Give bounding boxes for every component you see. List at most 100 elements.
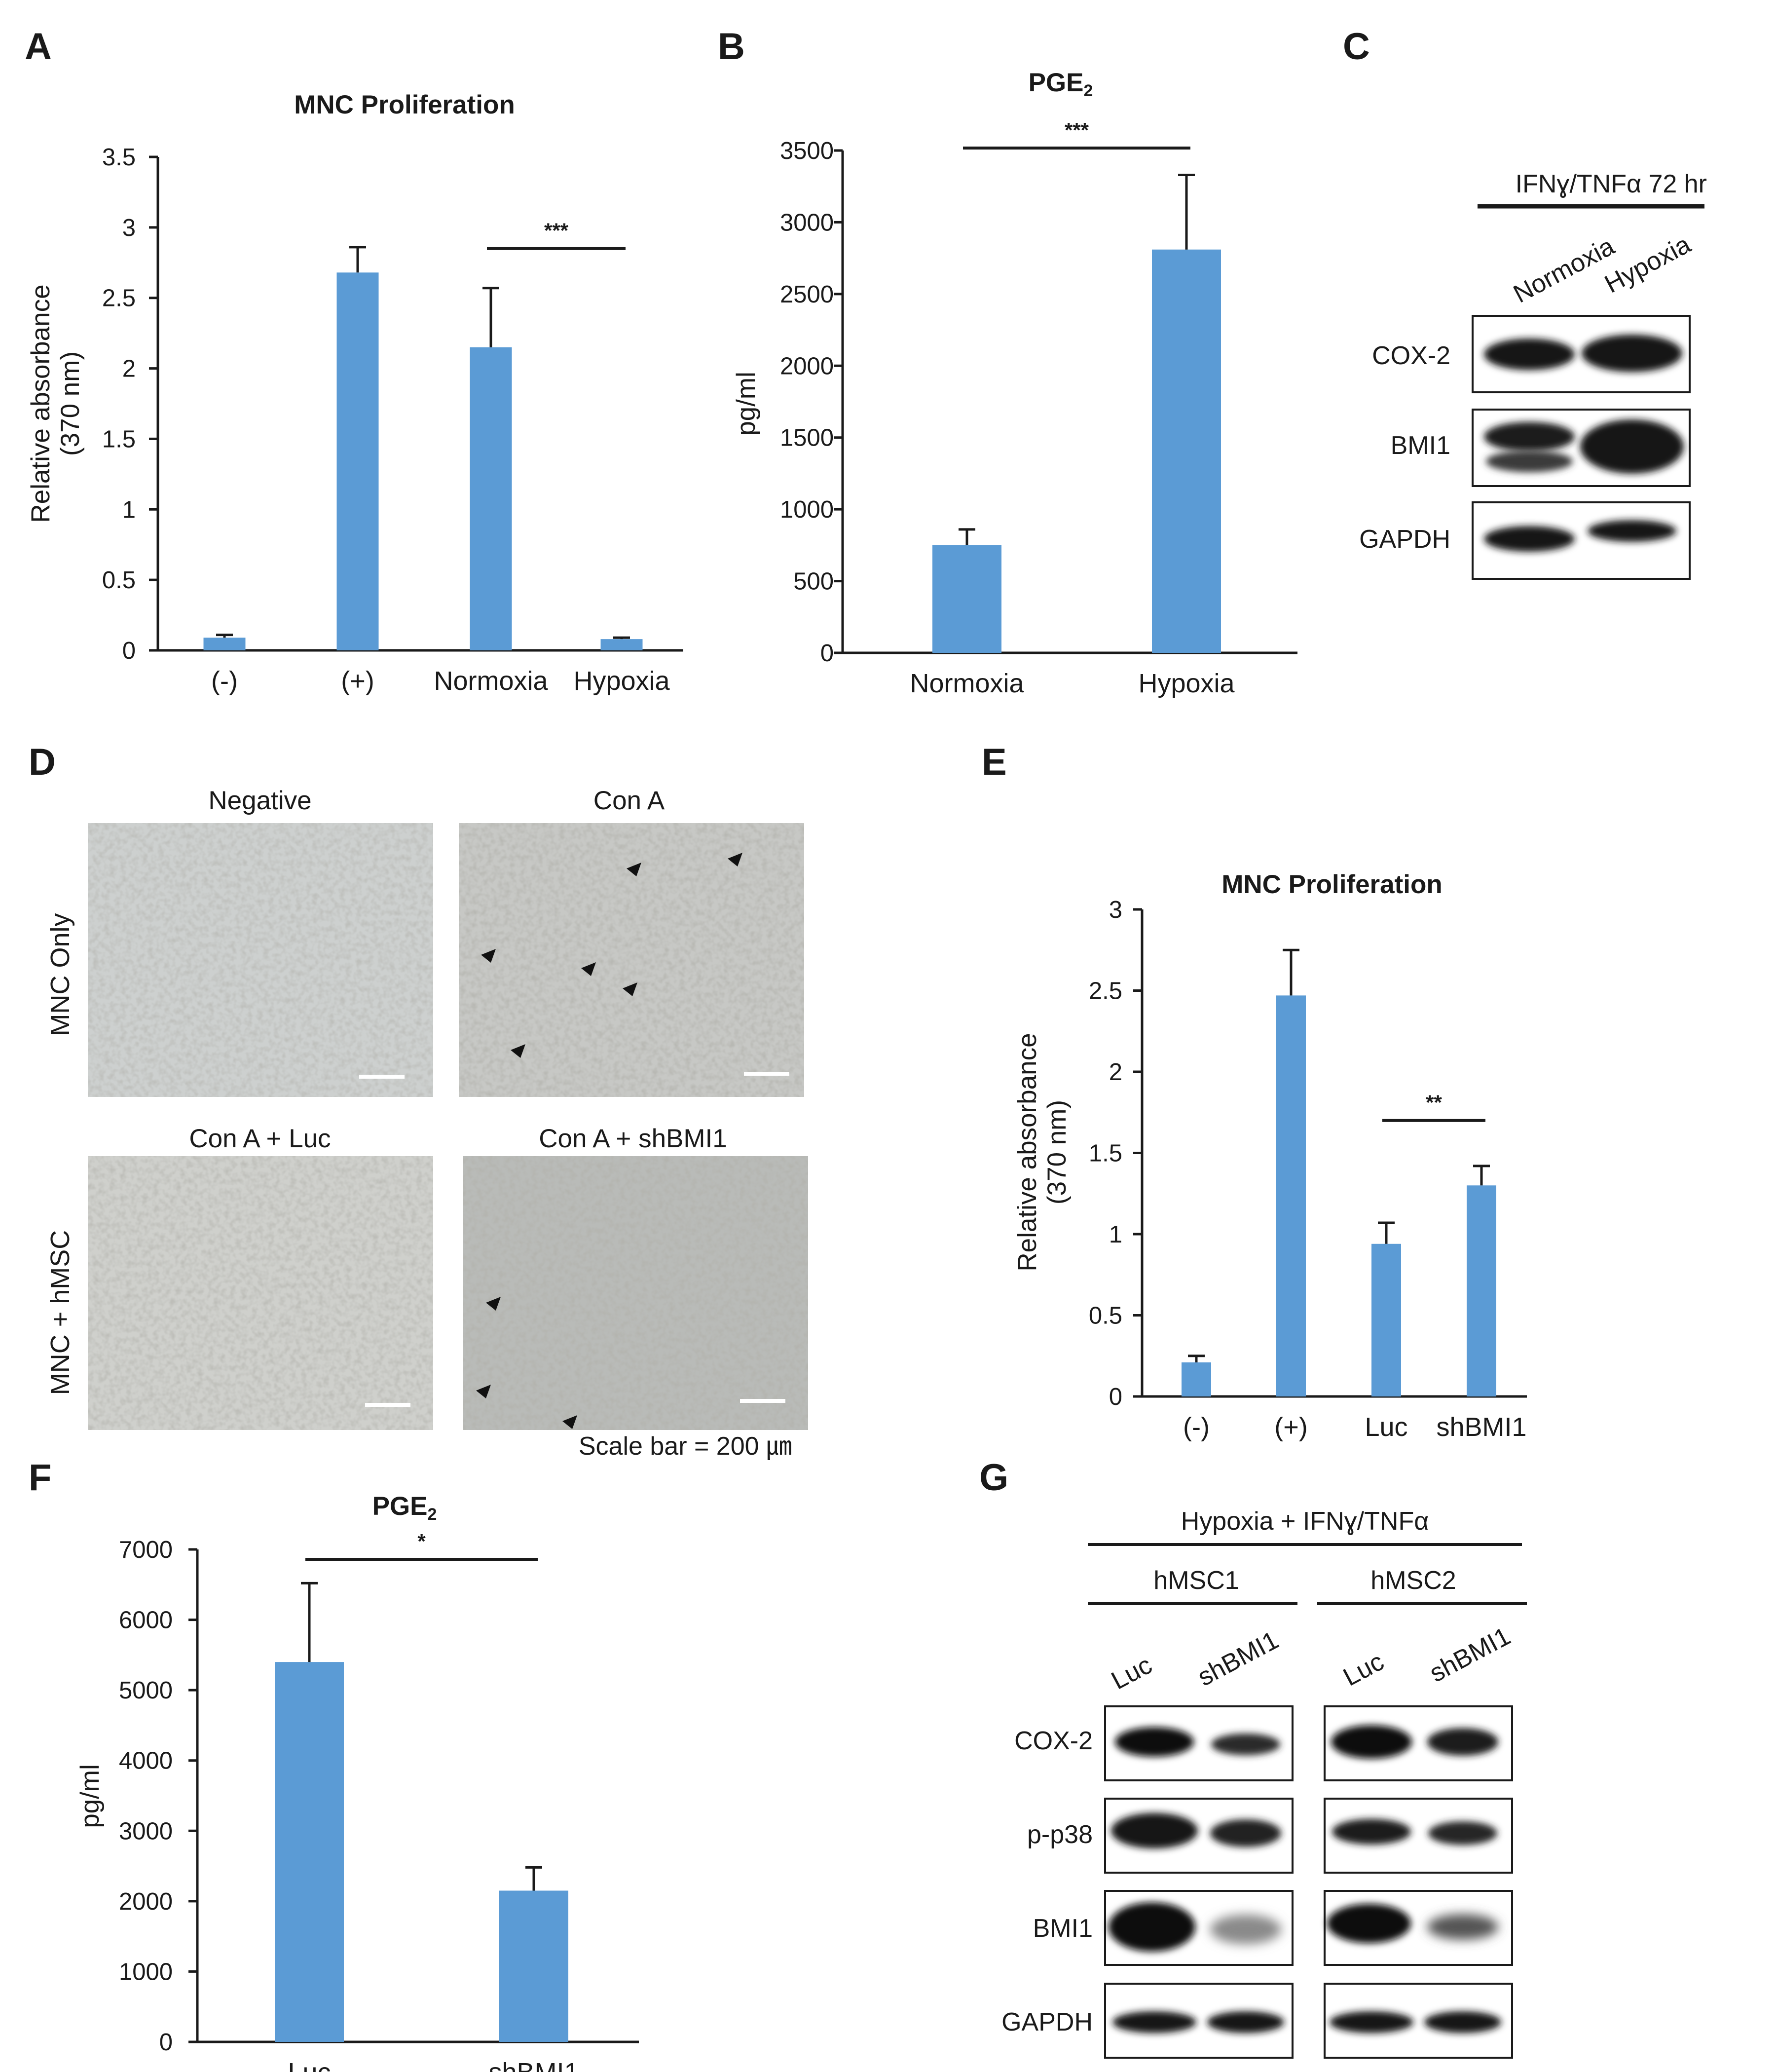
chart-b-ytick-label: 3000 [780,209,834,236]
band [1484,422,1575,452]
chart-e-mnc-proliferation: MNC Proliferation Relative absorbance (370… [1013,870,1527,1442]
chart-a-ytick-label: 2 [122,356,136,382]
micrograph-cona-luc [88,1156,433,1430]
micrograph-cona-shbmi1 [463,1156,808,1430]
panel-letter-f: F [29,1457,51,1499]
band [1582,335,1682,372]
chart-e-bar [1467,1185,1496,1396]
band [1210,1819,1281,1847]
chart-b-ytick-label: 2000 [780,353,834,379]
chart-f-title: PGE2 [372,1492,437,1524]
scale-bar-line [740,1399,785,1403]
chart-e-bar [1276,995,1306,1396]
chart-b-bar [1152,249,1221,653]
arrowhead-icon [481,949,496,963]
chart-f-bar [499,1890,568,2042]
chart-e-category-label: (-) [1183,1412,1210,1442]
band [1424,2011,1501,2033]
panel-letter-c: C [1343,26,1370,68]
blot-g-col-luc-1: Luc [1107,1651,1156,1695]
chart-a-category-label: (-) [211,666,238,696]
chart-b-ytick-label: 1500 [780,425,834,452]
chart-f-ylabel: pg/ml [75,1764,105,1828]
chart-e-bar [1371,1243,1401,1396]
chart-e-bar [1182,1362,1211,1396]
chart-a-category-label: Normoxia [434,666,548,696]
blot-g-row-pp38: p-p38 [1027,1820,1093,1849]
chart-e-ytick-label: 0 [1109,1384,1122,1410]
chart-a-ytick-label: 3 [122,215,136,241]
chart-b-bar [932,545,1001,653]
arrowhead-icon [623,982,637,996]
blot-c-treatment: IFNɣ/TNFα 72 hr [1516,170,1707,198]
blot-g-group-hmsc1: hMSC1 [1153,1566,1239,1595]
chart-e-ylabel: Relative absorbance [1013,1033,1042,1271]
chart-b-ytick-label: 500 [793,568,834,595]
band [1332,1819,1411,1845]
chart-e-ytick-label: 3 [1109,897,1122,923]
chart-e-category-label: (+) [1274,1412,1308,1442]
chart-f-bar [275,1662,344,2042]
panel-letter-e: E [982,741,1007,783]
chart-a-ytick-label: 0 [122,638,136,664]
chart-e-title: MNC Proliferation [1221,870,1443,899]
band [1580,419,1684,474]
chart-b-ytick-label: 2500 [780,281,834,308]
chart-e-category-label: Luc [1365,1412,1407,1442]
chart-f-ytick-label: 3000 [119,1818,173,1845]
blot-c-row-cox2: COX-2 [1372,341,1450,370]
chart-a-ylabel: Relative absorbance [26,284,55,523]
blot-c-row-gapdh: GAPDH [1359,525,1450,554]
blot-g-col-luc-2: Luc [1338,1647,1388,1692]
blot-g-treatment: Hypoxia + IFNɣ/TNFα [1181,1507,1429,1536]
band [1331,1725,1412,1759]
chart-f-category-label: shBMI1 [488,2058,579,2072]
images-d-row-mnc-hmsc: MNC + hMSC [45,1230,75,1395]
panel-letter-b: B [718,26,745,68]
images-d-col-cona-shbmi1: Con A + shBMI1 [539,1124,727,1153]
images-d-col-negative: Negative [208,786,311,815]
micrograph-cona [459,823,804,1097]
chart-a-bar [470,347,512,650]
scale-bar-line [365,1403,410,1407]
chart-e-ytick-label: 2 [1109,1059,1122,1086]
chart-f-ytick-label: 4000 [119,1748,173,1774]
band [1112,2011,1196,2033]
chart-b-ylabel: pg/ml [732,372,761,436]
chart-a-bar [336,272,379,650]
blot-c-col-normoxia: Normoxia [1509,232,1619,309]
chart-a-significance-label: *** [544,219,569,242]
band [1210,1915,1281,1944]
arrowhead-icon [476,1385,491,1398]
chart-e-significance-label: ** [1426,1091,1442,1114]
band [1588,520,1676,542]
chart-f-pge2: PGE2 pg/ml 0 1000 2000 3000 4000 5000 6000 7000 Lu… [75,1492,639,2072]
blot-g-group-hmsc2: hMSC2 [1370,1566,1456,1595]
panel-letter-a: A [25,26,52,68]
chart-a-title: MNC Proliferation [294,90,515,119]
chart-e-category-label: shBMI1 [1436,1412,1526,1442]
chart-e-ytick-label: 0.5 [1089,1303,1122,1329]
images-d-col-cona-luc: Con A + Luc [189,1124,331,1153]
chart-a-ylabel-unit: (370 nm) [56,351,85,456]
chart-e-ylabel-unit: (370 nm) [1042,1100,1072,1205]
blot-c: IFNɣ/TNFα 72 hr Normoxia Hypoxia COX-2 B… [1359,170,1707,580]
chart-b-significance-label: *** [1065,118,1089,142]
band [1115,1727,1194,1757]
chart-a-mnc-proliferation: MNC Proliferation Relative absorbance (370… [26,90,683,696]
panel-letter-d: D [29,741,56,783]
chart-b-pge2: PGE2 pg/ml 0 500 1000 1500 2000 2500 3000 3500 Nor… [732,68,1297,698]
chart-f-significance-label: * [417,1530,426,1553]
images-d-row-mnc-only: MNC Only [45,913,75,1036]
scale-bar-line [744,1072,789,1076]
images-d-scale-bar-text: Scale bar = 200 ㎛ [579,1432,792,1461]
chart-a-ytick-label: 3.5 [102,144,136,171]
band [1109,1902,1195,1952]
arrowhead-icon [581,962,596,976]
chart-b-ytick-label: 1000 [780,496,834,523]
chart-e-ytick-label: 1 [1109,1221,1122,1248]
band [1211,1733,1280,1755]
blot-g-row-gapdh: GAPDH [1001,2008,1093,2036]
chart-f-ytick-label: 2000 [119,1888,173,1915]
